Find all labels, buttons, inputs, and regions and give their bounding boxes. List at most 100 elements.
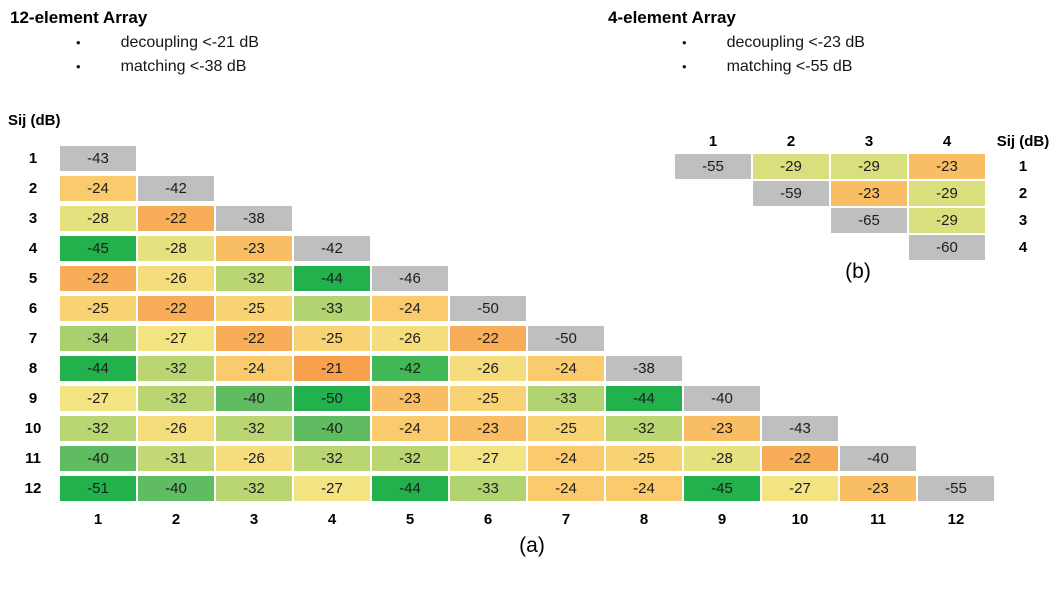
matrix-a-col-label: 5 <box>405 510 415 528</box>
matrix-a-row-label: 2 <box>28 180 38 197</box>
matrix-a-cell: -32 <box>372 446 448 471</box>
matrix-a-col-label: 12 <box>947 510 965 528</box>
matrix-a-cell: -31 <box>138 446 214 471</box>
matrix-a-cell: -26 <box>450 356 526 381</box>
matrix-a-cell: -23 <box>684 416 760 441</box>
matrix-a-col-label: 1 <box>93 510 103 528</box>
matrix-a-cell: -40 <box>684 386 760 411</box>
matrix-a-grid: 1 -43 2 -24 -42 3 -28 -22 -38 4 -45 -28 -23 -42 5 -22 -2… <box>8 146 994 532</box>
matrix-a-row-label: 8 <box>28 360 38 377</box>
matrix-a-cell: -25 <box>606 446 682 471</box>
matrix-a-cell: -24 <box>528 356 604 381</box>
matrix-a-cell: -28 <box>60 206 136 231</box>
legend-4-element-title: 4-element Array <box>608 8 736 27</box>
matrix-a-cell: -26 <box>138 416 214 441</box>
caption-b: (b) <box>845 260 871 283</box>
bullet-icon: • <box>76 35 81 50</box>
caption-a: (a) <box>519 534 545 557</box>
matrix-a-cell: -42 <box>372 356 448 381</box>
matrix-a-col-label: 11 <box>870 510 886 528</box>
matrix-a-col-label: 2 <box>171 510 181 528</box>
matrix-b-cell: -29 <box>753 154 829 179</box>
matrix-a-cell: -32 <box>216 266 292 291</box>
matrix-a-cell: -25 <box>450 386 526 411</box>
matrix-a-col-label: 7 <box>561 510 571 528</box>
matrix-a-cell: -22 <box>138 296 214 321</box>
matrix-b-cell: -23 <box>831 181 907 206</box>
matrix-a-row-label: 1 <box>28 150 38 167</box>
matrix-b-cell: -29 <box>909 208 985 233</box>
matrix-b-row-label: 1 <box>1018 158 1028 175</box>
matrix-a-cell: -32 <box>216 476 292 501</box>
matrix-a-cell: -24 <box>372 416 448 441</box>
matrix-a-cell: -44 <box>294 266 370 291</box>
matrix-a-cell: -24 <box>60 176 136 201</box>
matrix-a-col-label: 3 <box>249 510 259 528</box>
matrix-b-cell: -59 <box>753 181 829 206</box>
matrix-a-cell: -27 <box>450 446 526 471</box>
matrix-a-cell: -32 <box>606 416 682 441</box>
matrix-a-cell: -50 <box>450 296 526 321</box>
matrix-a-cell: -46 <box>372 266 448 291</box>
matrix-a-cell: -51 <box>60 476 136 501</box>
matrix-a-cell: -24 <box>372 296 448 321</box>
matrix-a-cell: -40 <box>138 476 214 501</box>
legend-12-element-bullet-1: • decoupling <-21 dB <box>76 34 259 52</box>
matrix-a-cell: -25 <box>528 416 604 441</box>
matrix-a-cell: -42 <box>294 236 370 261</box>
matrix-b-cell: -65 <box>831 208 907 233</box>
matrix-b-cell: -29 <box>831 154 907 179</box>
matrix-a-axis-label: Sij (dB) <box>8 112 61 129</box>
matrix-a-cell: -32 <box>138 386 214 411</box>
matrix-a-row-label: 6 <box>28 300 38 317</box>
matrix-b-col-label: 4 <box>942 132 952 150</box>
matrix-a-cell: -26 <box>372 326 448 351</box>
matrix-a-row-label: 9 <box>28 390 38 407</box>
matrix-a-cell: -25 <box>60 296 136 321</box>
matrix-a-cell: -26 <box>138 266 214 291</box>
matrix-a-cell: -22 <box>450 326 526 351</box>
matrix-a-cell: -32 <box>60 416 136 441</box>
bullet-icon: • <box>682 59 687 74</box>
matrix-a-cell: -27 <box>294 476 370 501</box>
matrix-a-cell: -25 <box>294 326 370 351</box>
legend-4-element-bullet-1-text: decoupling <-23 dB <box>726 34 865 51</box>
matrix-a-cell: -22 <box>138 206 214 231</box>
matrix-a-cell: -40 <box>216 386 292 411</box>
matrix-a-cell: -23 <box>450 416 526 441</box>
matrix-a-cell: -24 <box>528 446 604 471</box>
matrix-a-cell: -27 <box>138 326 214 351</box>
matrix-a-col-label: 8 <box>639 510 649 528</box>
matrix-a-row-label: 7 <box>28 330 38 347</box>
legend-12-element-title: 12-element Array <box>10 8 148 27</box>
legend-4-element-bullet-1: • decoupling <-23 dB <box>682 34 865 52</box>
matrix-b-col-label: 3 <box>864 132 874 150</box>
matrix-a-row-label: 3 <box>28 210 38 227</box>
legend-12-element-bullet-2: • matching <-38 dB <box>76 58 259 76</box>
matrix-a-cell: -32 <box>216 416 292 441</box>
legend-4-element-bullet-2-text: matching <-55 dB <box>726 58 853 75</box>
matrix-b-row-label: 2 <box>1018 185 1028 202</box>
matrix-a-cell: -32 <box>138 356 214 381</box>
matrix-a-cell: -32 <box>294 446 370 471</box>
matrix-a-cell: -22 <box>60 266 136 291</box>
legend-12-element-bullet-1-text: decoupling <-21 dB <box>120 34 259 51</box>
legend-12-element-bullet-2-text: matching <-38 dB <box>120 58 247 75</box>
matrix-a-cell: -44 <box>606 386 682 411</box>
matrix-a-cell: -42 <box>138 176 214 201</box>
matrix-b-axis-label: Sij (dB) <box>996 132 1050 150</box>
bullet-icon: • <box>76 59 81 74</box>
bullet-icon: • <box>682 35 687 50</box>
matrix-a-row-label: 10 <box>24 420 42 437</box>
legend-4-element: 4-element Array • decoupling <-23 dB • m… <box>608 8 865 76</box>
matrix-a-cell: -50 <box>528 326 604 351</box>
matrix-a-cell: -27 <box>762 476 838 501</box>
matrix-b-cell: -60 <box>909 235 985 260</box>
matrix-a-cell: -24 <box>606 476 682 501</box>
matrix-a-cell: -25 <box>216 296 292 321</box>
matrix-a-cell: -33 <box>528 386 604 411</box>
legend-4-element-bullet-2: • matching <-55 dB <box>682 58 865 76</box>
matrix-a-cell: -45 <box>684 476 760 501</box>
matrix-b-row-label: 3 <box>1018 212 1028 229</box>
